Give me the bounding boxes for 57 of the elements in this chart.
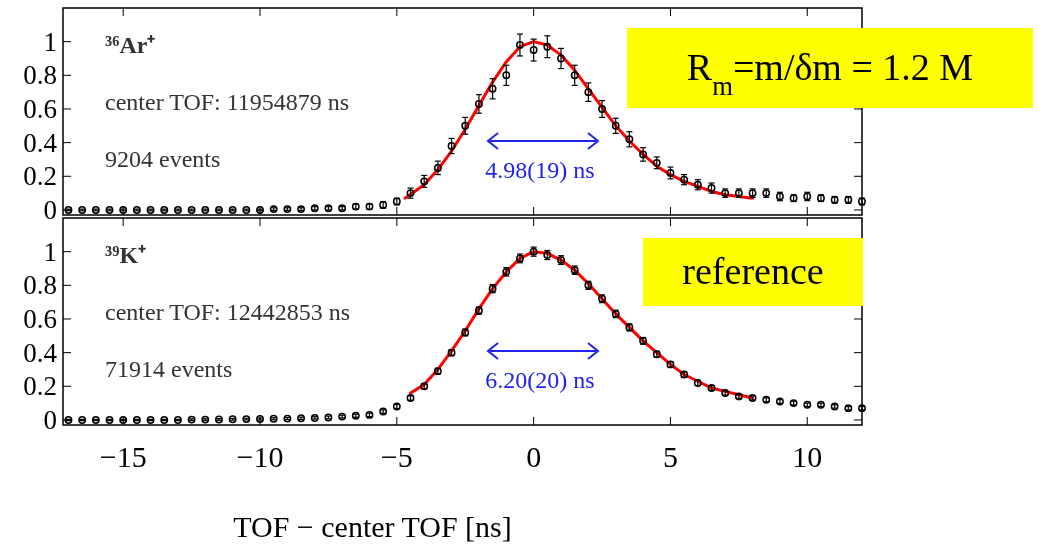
point (228, 415, 237, 424)
y-tick-label: 0.8 (23, 60, 57, 91)
y-tick-label: 0.8 (23, 270, 57, 301)
annotation: 9204 events (105, 146, 221, 172)
annotation: center TOF: 12442853 ns (105, 299, 351, 325)
annotation: 6.20(20) ns (485, 367, 595, 393)
annotation: center TOF: 11954879 ns (105, 89, 350, 115)
point (611, 121, 620, 130)
x-tick-label: 0 (526, 440, 542, 473)
x-axis-title: TOF − center TOF [ns] (233, 510, 512, 543)
point (420, 177, 429, 186)
point (242, 415, 251, 424)
annotation: 4.98(19) ns (485, 157, 595, 183)
point (529, 46, 538, 55)
point (652, 158, 661, 167)
point (283, 414, 292, 423)
point (543, 42, 552, 51)
annotation: 71914 events (105, 356, 233, 382)
y-tick-label: 0 (43, 404, 57, 435)
point (502, 71, 511, 80)
point (201, 415, 210, 424)
x-tick-label: −5 (380, 440, 413, 473)
annotation: ³⁶Ar⁺ (105, 32, 156, 58)
point (461, 121, 470, 130)
point (584, 88, 593, 97)
point (269, 414, 278, 423)
y-tick-label: 0.2 (23, 371, 57, 402)
annotation: R$_{m}$=m/δm = 1.2 M (686, 46, 974, 101)
point (474, 99, 483, 108)
highlighted-label-box: reference (643, 238, 863, 306)
point (625, 135, 634, 144)
x-tick-label: −15 (99, 440, 147, 473)
highlighted-label-box: R$_{m}$=m/δm = 1.2 M (627, 28, 1033, 108)
point (570, 71, 579, 80)
annotation: reference (682, 250, 824, 292)
point (639, 150, 648, 159)
point (447, 142, 456, 150)
point (516, 41, 524, 49)
y-tick-label: 0 (43, 194, 57, 225)
y-tick-label: 0.6 (23, 93, 57, 124)
y-tick-label: 0.6 (23, 303, 57, 334)
x-tick-label: 10 (792, 440, 823, 473)
point (598, 105, 606, 113)
y-tick-label: 0.4 (23, 127, 58, 158)
y-tick-label: 1 (43, 26, 57, 57)
x-tick-label: 5 (662, 440, 678, 473)
y-tick-label: 1 (43, 236, 57, 267)
point (557, 54, 565, 63)
annotation: ³⁹K⁺ (105, 242, 147, 268)
point (215, 415, 223, 424)
point (310, 413, 319, 422)
x-tick-label: −10 (236, 440, 284, 473)
point (187, 415, 196, 424)
point (488, 84, 497, 93)
y-tick-label: 0.4 (23, 337, 58, 368)
point (433, 163, 442, 172)
y-tick-label: 0.2 (23, 161, 57, 192)
